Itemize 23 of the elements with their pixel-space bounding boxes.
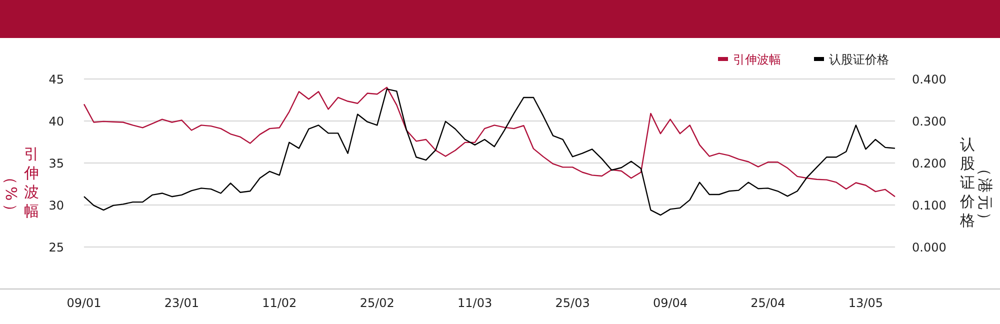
- x-tick-label: 09/04: [652, 296, 688, 310]
- y2-tick-label: 0.300: [912, 114, 946, 128]
- y2-axis-title: 认股证价格（港元）: [960, 136, 994, 230]
- legend-label: 认股证价格: [829, 52, 889, 66]
- x-tick-label: 25/02: [360, 296, 394, 310]
- y-tick-label: 35: [48, 156, 64, 170]
- x-tick-label: 09/01: [66, 296, 102, 310]
- x-tick-label: 11/02: [262, 296, 297, 310]
- y-tick-label: 25: [48, 240, 64, 254]
- x-tick-label: 23/01: [164, 296, 200, 310]
- x-tick-label: 13/05: [848, 296, 883, 310]
- x-tick-label: 11/03: [458, 296, 492, 310]
- y-tick-label: 45: [48, 72, 64, 86]
- y2-tick-label: 0.000: [912, 240, 946, 254]
- legend-label: 引伸波幅: [733, 52, 781, 66]
- y2-tick-label: 0.200: [912, 156, 946, 170]
- y-axis-title: 引伸波幅（%）: [2, 145, 39, 220]
- y2-tick-label: 0.400: [912, 72, 946, 86]
- x-tick-label: 25/03: [555, 296, 590, 310]
- x-tick-label: 25/04: [750, 296, 786, 310]
- y2-tick-label: 0.100: [912, 198, 946, 212]
- y-tick-label: 40: [48, 114, 64, 128]
- y-tick-label: 30: [48, 198, 64, 212]
